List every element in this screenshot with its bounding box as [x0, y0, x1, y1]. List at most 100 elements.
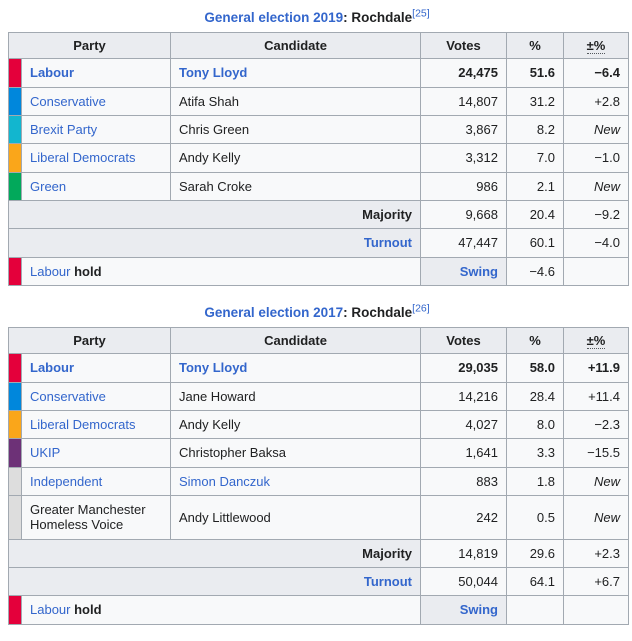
party-color-swatch [8, 438, 22, 468]
party-name-link[interactable]: Labour [30, 65, 75, 81]
majority-label: Majority [8, 538, 421, 568]
result-party-link[interactable]: Labour [30, 263, 71, 279]
candidate-row: Green Sarah Croke 986 2.1 New [8, 171, 629, 201]
reference-superscript: [25] [412, 8, 430, 20]
header-party: Party [8, 31, 171, 60]
change-value: −2.3 [563, 409, 629, 440]
party-name-link[interactable]: Conservative [30, 388, 106, 404]
result-party-link[interactable]: Labour [30, 602, 71, 618]
party-name-cell: Labour [21, 353, 171, 383]
votes-value: 883 [420, 466, 507, 496]
party-name-link[interactable]: Liberal Democrats [30, 150, 136, 166]
party-color-swatch [8, 171, 22, 201]
party-name-cell: Green [21, 171, 171, 201]
majority-votes: 14,819 [420, 538, 507, 568]
turnout-link[interactable]: Turnout [363, 235, 412, 251]
party-color-swatch [8, 58, 22, 88]
reference-link[interactable]: [26] [412, 302, 430, 315]
party-name-link[interactable]: UKIP [30, 445, 61, 461]
party-name-link[interactable]: Liberal Democrats [30, 416, 136, 432]
candidate-name: Jane Howard [179, 388, 256, 404]
majority-percent: 29.6 [506, 538, 564, 568]
result-hold-cell: Labour hold [21, 595, 421, 625]
caption-constituency: : Rochdale [343, 10, 413, 25]
party-name-cell: Liberal Democrats [21, 143, 171, 173]
reference-superscript: [26] [412, 302, 430, 314]
turnout-label-cell: Turnout [8, 566, 421, 597]
party-name-link[interactable]: Conservative [30, 93, 106, 109]
header-votes: Votes [420, 31, 507, 60]
party-color-swatch [8, 466, 22, 496]
majority-label: Majority [8, 199, 421, 230]
swing-link[interactable]: Swing [459, 602, 498, 618]
header-votes: Votes [420, 326, 507, 355]
candidate-row: Labour Tony Lloyd 29,035 58.0 +11.9 [8, 353, 629, 383]
change-value: New [563, 466, 629, 496]
swing-link[interactable]: Swing [459, 263, 498, 279]
party-name-link[interactable]: Brexit Party [30, 121, 98, 137]
party-name-link[interactable]: Independent [30, 473, 103, 489]
election-results-section: General election 2019: Rochdale[25] Party… [8, 8, 629, 625]
candidate-row: Independent Simon Danczuk 883 1.8 New [8, 466, 629, 496]
header-percent: % [506, 31, 564, 60]
party-name-cell: Independent [21, 466, 171, 496]
candidate-row: Labour Tony Lloyd 24,475 51.6 −6.4 [8, 58, 629, 88]
change-value: −6.4 [563, 58, 629, 88]
result-row: Labour hold Swing −4.6 [8, 256, 629, 286]
election-results-table: Party Candidate Votes% ±% Labour Tony Lloyd 24… [8, 31, 629, 286]
percent-value: 2.1 [506, 171, 564, 201]
result-hold-cell: Labour hold [21, 256, 421, 286]
caption-constituency: : Rochdale [343, 304, 413, 320]
candidate-row: Liberal Democrats Andy Kelly 4,027 8.0 −2.3 [8, 409, 629, 440]
majority-row: Majority 14,819 29.6 +2.3 [8, 538, 629, 568]
candidate-name-link[interactable]: Simon Danczuk [179, 473, 271, 489]
party-color-swatch [8, 114, 22, 145]
party-name-cell: Conservative [21, 381, 171, 411]
reference-link[interactable]: [25] [412, 7, 430, 20]
votes-value: 3,312 [420, 143, 507, 173]
votes-value: 29,035 [420, 353, 507, 383]
turnout-percent: 60.1 [506, 228, 564, 258]
candidate-name: Andy Kelly [179, 150, 241, 166]
party-name-cell: Liberal Democrats [21, 409, 171, 440]
turnout-votes: 47,447 [420, 228, 507, 258]
plus-minus-percent-abbr: ±% [586, 332, 606, 349]
header-change: ±% [563, 326, 629, 355]
majority-change: −9.2 [563, 199, 629, 230]
header-row: Party Candidate Votes% ±% [8, 31, 629, 60]
turnout-link[interactable]: Turnout [363, 573, 412, 589]
candidate-name-cell: Christopher Baksa [170, 438, 421, 468]
majority-votes: 9,668 [420, 199, 507, 230]
percent-value: 8.0 [506, 409, 564, 440]
majority-change: +2.3 [563, 538, 629, 568]
percent-value: 51.6 [506, 58, 564, 88]
candidate-name-cell: Chris Green [170, 114, 421, 145]
change-value: New [563, 171, 629, 201]
change-value: −15.5 [563, 438, 629, 468]
party-name-cell: Greater Manchester Homeless Voice [21, 494, 171, 540]
candidate-name-link[interactable]: Tony Lloyd [179, 65, 248, 81]
percent-value: 0.5 [506, 494, 564, 540]
candidate-name-link[interactable]: Tony Lloyd [179, 360, 248, 376]
votes-value: 242 [420, 494, 507, 540]
party-name-link[interactable]: Green [30, 178, 67, 194]
majority-percent: 20.4 [506, 199, 564, 230]
swing-value: −4.6 [506, 256, 564, 286]
candidate-row: Liberal Democrats Andy Kelly 3,312 7.0 −1.0 [8, 143, 629, 173]
swing-change [563, 595, 629, 625]
party-name-link[interactable]: Labour [30, 360, 75, 376]
votes-value: 1,641 [420, 438, 507, 468]
result-status: hold [74, 602, 102, 618]
election-year-link[interactable]: General election 2017 [204, 304, 344, 320]
percent-value: 31.2 [506, 86, 564, 116]
candidate-name-cell: Andy Kelly [170, 143, 421, 173]
party-name-cell: UKIP [21, 438, 171, 468]
majority-row: Majority 9,668 20.4 −9.2 [8, 199, 629, 230]
change-value: −1.0 [563, 143, 629, 173]
party-color-swatch [8, 409, 22, 440]
candidate-row: Conservative Atifa Shah 14,807 31.2 +2.8 [8, 86, 629, 116]
turnout-row: Turnout 50,044 64.1 +6.7 [8, 566, 629, 597]
turnout-votes: 50,044 [420, 566, 507, 597]
election-year-link[interactable]: General election 2019 [204, 10, 344, 25]
candidate-row: UKIP Christopher Baksa 1,641 3.3 −15.5 [8, 438, 629, 468]
